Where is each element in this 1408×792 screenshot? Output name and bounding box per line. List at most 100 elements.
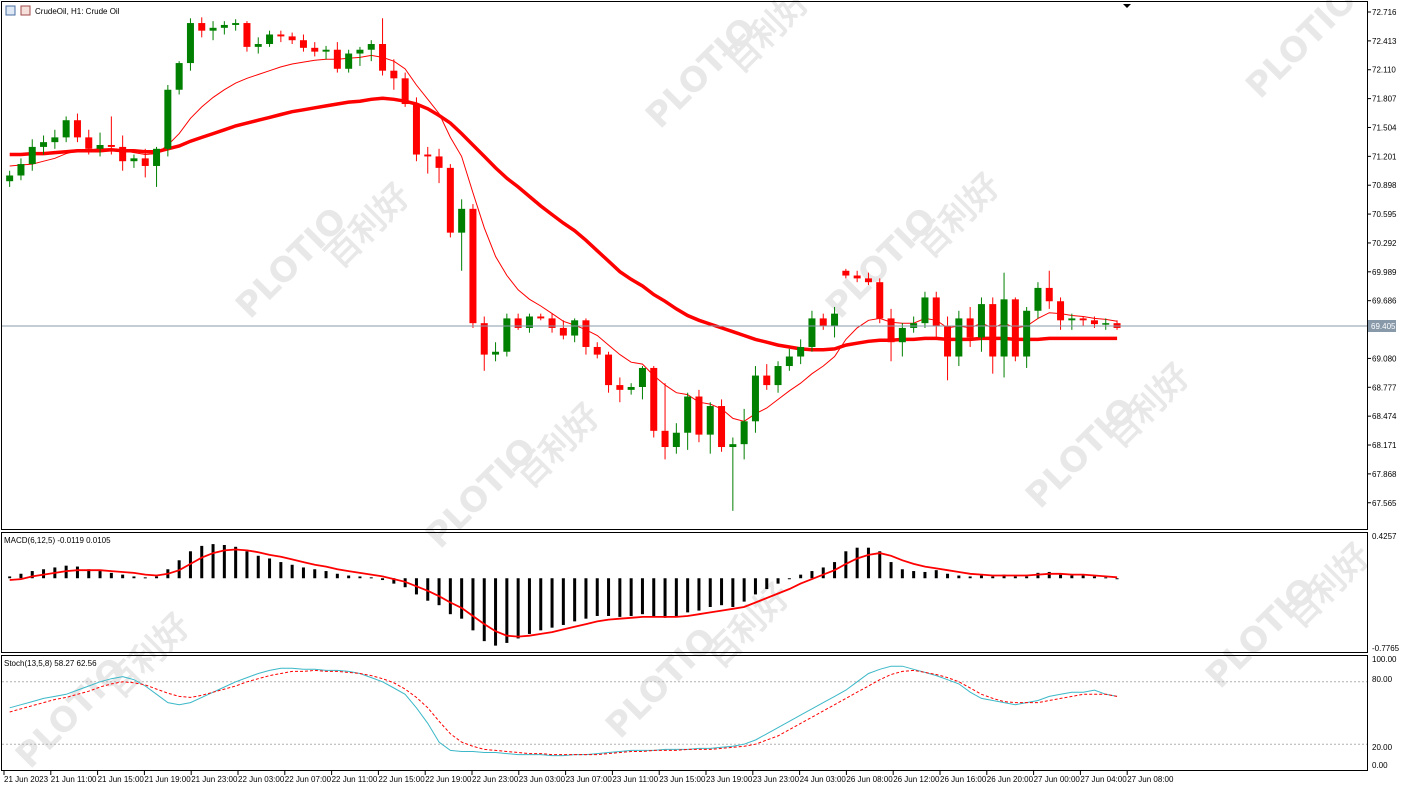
watermark: PLOTIO — [418, 430, 545, 557]
candle-bear — [469, 204, 477, 328]
candle-bull — [367, 40, 375, 62]
candle-bear — [480, 316, 488, 371]
macd-bar — [810, 571, 814, 579]
x-tick-label: 21 Jun 11:00 — [51, 775, 97, 784]
macd-bar — [979, 575, 983, 579]
candle-body — [51, 137, 59, 143]
candle-body — [322, 49, 330, 52]
candle-body — [582, 320, 590, 347]
y-tick-label: 69.989 — [1372, 268, 1397, 277]
macd-bar — [8, 576, 12, 579]
x-tick-label: 26 Jun 20:00 — [987, 775, 1034, 784]
macd-bar — [991, 576, 995, 579]
candle-bear — [593, 342, 601, 359]
macd-bar — [776, 578, 780, 584]
candle-body — [435, 156, 443, 168]
macd-bar — [799, 574, 803, 579]
candle-body — [446, 167, 454, 233]
macd-bar — [98, 571, 102, 579]
macd-bar — [900, 569, 904, 579]
macd-bar — [301, 567, 305, 579]
macd-bar — [448, 578, 452, 615]
candle-bear — [605, 351, 613, 393]
candle-bull — [6, 170, 14, 187]
candle-body — [356, 49, 364, 54]
candle-bear — [107, 116, 115, 155]
current-price-label: 69.405 — [1371, 322, 1396, 331]
x-tick-label: 26 Jun 08:00 — [846, 775, 893, 784]
candle-body — [921, 297, 929, 324]
macd-bar — [946, 573, 950, 579]
candle-body — [367, 44, 375, 50]
macd-bar — [19, 573, 23, 579]
chart-menu-icon[interactable] — [5, 5, 16, 16]
macd-bar — [1070, 575, 1074, 579]
x-tick-label: 27 Jun 08:00 — [1127, 775, 1174, 784]
macd-bar — [674, 578, 678, 616]
candle-body — [638, 367, 646, 387]
candle-bull — [232, 19, 240, 31]
candle-body — [718, 406, 726, 448]
candle-bull — [797, 339, 805, 365]
candle-body — [864, 278, 872, 283]
macd-bar — [245, 551, 249, 579]
macd-bar — [912, 571, 916, 579]
candle-bull — [186, 18, 194, 71]
candle-bull — [638, 366, 646, 400]
candle-bear — [1079, 316, 1087, 327]
candle-bull — [62, 116, 70, 143]
candle-bull — [96, 132, 104, 157]
candle-body — [763, 375, 771, 386]
candle-body — [73, 120, 81, 138]
candle-bull — [751, 366, 759, 433]
candle-bear — [198, 17, 206, 38]
candle-body — [345, 53, 353, 69]
stoch-signal-line — [9, 669, 1118, 756]
candle-bear — [243, 21, 251, 52]
candle-bull — [492, 342, 500, 362]
candle-bear — [819, 313, 827, 330]
stoch-level-100: 100.00 — [1372, 655, 1397, 664]
chart-type-icon[interactable] — [20, 5, 31, 16]
candle-body — [6, 175, 14, 182]
stoch-level-20: 20.00 — [1372, 743, 1393, 752]
candle-body — [548, 318, 556, 328]
stoch-level-80: 80.00 — [1372, 675, 1393, 684]
watermark: PLOTIO — [598, 620, 725, 747]
macd-bar — [516, 578, 520, 639]
macd-bar — [30, 571, 34, 579]
candle-body — [96, 145, 104, 149]
macd-bar — [708, 578, 712, 607]
candle-bull — [266, 30, 274, 47]
candle-body — [311, 47, 319, 52]
watermark: PLOTIO — [1238, 0, 1365, 106]
macd-bar — [1081, 575, 1085, 579]
candle-bear — [548, 313, 556, 333]
x-tick-label: 23 Jun 23:00 — [753, 775, 800, 784]
macd-signal-line — [9, 548, 1118, 638]
candle-body — [175, 63, 183, 90]
candle-body — [469, 208, 477, 324]
candle-bull — [1034, 282, 1042, 319]
macd-bar — [618, 578, 622, 617]
candle-body — [1079, 318, 1087, 321]
candle-bear — [582, 318, 590, 355]
candle-bear — [379, 18, 387, 76]
macd-bar — [505, 578, 509, 643]
macd-bar — [369, 577, 373, 579]
candle-body — [1045, 287, 1053, 302]
macd-min-label: -0.7765 — [1372, 644, 1400, 653]
macd-bar — [381, 578, 385, 581]
macd-bar — [934, 570, 938, 579]
candle-bull — [28, 139, 36, 171]
candle-body — [650, 367, 658, 431]
macd-bar — [75, 566, 79, 579]
macd-bar — [957, 575, 961, 579]
macd-bar — [652, 578, 656, 616]
macd-bar — [494, 578, 498, 646]
macd-bar — [1036, 572, 1040, 579]
macd-bar — [550, 578, 554, 628]
candle-body — [616, 385, 624, 390]
candle-body — [130, 158, 138, 162]
y-tick-label: 69.080 — [1372, 354, 1397, 363]
